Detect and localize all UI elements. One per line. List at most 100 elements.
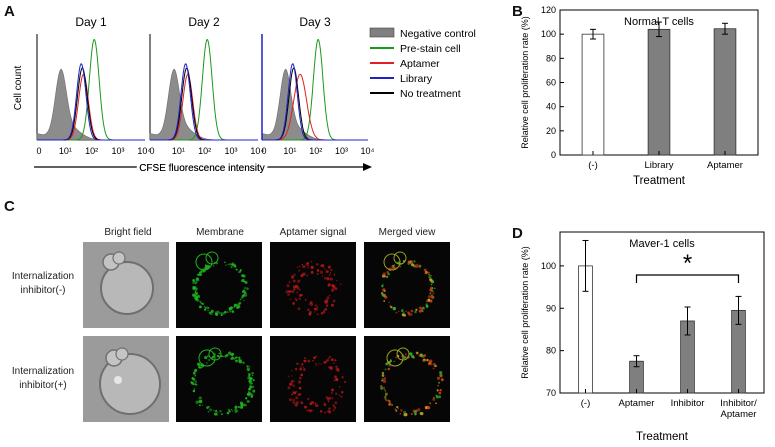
fluorescence-spot — [243, 293, 248, 297]
fluorescence-spot — [404, 412, 408, 417]
fluorescence-spot — [298, 297, 301, 300]
fluorescence-spot — [429, 359, 433, 363]
panel-letter-d: D — [512, 225, 523, 242]
fluorescence-spot — [301, 263, 304, 266]
fluorescence-spot — [418, 355, 420, 357]
fluorescence-spot — [307, 409, 310, 411]
fluorescence-spot — [315, 263, 319, 266]
fluorescence-spot — [383, 395, 387, 399]
fluorescence-spot — [288, 281, 291, 284]
legend-label: Pre-stain cell — [400, 43, 461, 55]
fluorescence-spot — [296, 362, 299, 366]
fluorescence-spot — [293, 391, 297, 395]
fluorescence-spot — [384, 275, 387, 278]
bar — [713, 28, 737, 156]
fluorescence-spot — [219, 410, 222, 413]
fluorescence-spot — [313, 311, 316, 313]
fluorescence-spot — [298, 376, 302, 380]
cell-bleb — [396, 347, 410, 361]
fluorescence-spot — [336, 378, 339, 381]
cfse-arrow-head — [363, 163, 372, 171]
fluorescence-spot — [415, 409, 418, 413]
fluorescence-spot — [334, 359, 337, 362]
row-label-line: inhibitor(+) — [19, 380, 67, 391]
fluorescence-spot — [388, 301, 390, 304]
histogram-day-3: Day 3 0 10¹ 10² 10³ 10⁴ — [261, 15, 374, 156]
fluorescence-spot — [217, 355, 220, 358]
fluorescence-spot — [216, 314, 218, 316]
fluorescence-spot — [292, 384, 295, 387]
cell-count-label: Cell count — [13, 66, 24, 111]
fluorescence-spot — [203, 305, 206, 308]
cell-bleb — [393, 251, 407, 265]
fluorescence-spot — [194, 291, 197, 294]
fluorescence-spot — [313, 307, 317, 311]
fluorescence-spot — [303, 359, 307, 363]
fluorescence-spot — [211, 356, 215, 359]
fluorescence-spot — [415, 308, 418, 311]
fluorescence-spot — [203, 308, 207, 311]
fluorescence-spot — [435, 402, 437, 405]
fluorescence-spot — [287, 386, 291, 390]
fluorescence-spot — [397, 408, 399, 410]
fluorescence-spot — [240, 279, 243, 282]
fluorescence-spot — [300, 366, 302, 368]
fluorescence-spot — [285, 290, 289, 294]
maver1-cells-chart: Maver-1 cells 70 80 90 100 Relative cell prol… — [520, 231, 765, 443]
fluorescence-spot — [393, 267, 396, 270]
cfse-axis-label: CFSE fluorescence intensity — [139, 163, 265, 174]
fluorescence-spot — [430, 275, 432, 277]
fluorescence-spot — [228, 263, 232, 266]
fluorescence-spot — [247, 391, 250, 394]
fluorescence-spot — [410, 413, 413, 416]
fluorescence-spot — [237, 406, 240, 408]
fluorescence-spot — [231, 310, 235, 313]
fluorescence-spot — [326, 296, 330, 300]
fluorescence-spot — [295, 396, 299, 400]
fluorescence-spot — [332, 409, 335, 412]
fluorescence-spot — [215, 263, 217, 265]
fluorescence-spot — [240, 406, 243, 409]
fluorescence-spot — [198, 305, 202, 309]
fluorescence-spot — [314, 402, 317, 404]
panel-letter-b: B — [512, 3, 523, 20]
fluorescence-spot — [339, 283, 342, 285]
fluorescence-spot — [413, 260, 416, 263]
fluorescence-spot — [193, 295, 196, 298]
fluorescence-spot — [294, 403, 298, 407]
fluorescence-spot — [330, 391, 333, 395]
fluorescence-spot — [252, 379, 255, 382]
fluorescence-spot — [301, 362, 304, 365]
fluorescence-spot — [194, 374, 197, 377]
fluorescence-spot — [309, 409, 313, 413]
fluorescence-spot — [330, 358, 334, 362]
fluorescence-spot — [335, 365, 338, 368]
fluorescence-spot — [288, 290, 291, 293]
fluorescence-spot — [298, 393, 302, 396]
fluorescence-spot — [432, 362, 436, 366]
y-tick-label: 20 — [546, 126, 556, 136]
fluorescence-spot — [334, 407, 336, 409]
fluorescence-spot — [427, 295, 431, 299]
fluorescence-spot — [305, 262, 309, 266]
fluorescence-spot — [200, 270, 203, 273]
micrograph-aptamer-signal-row-2 — [270, 336, 356, 422]
fluorescence-spot — [407, 260, 411, 264]
fluorescence-spot — [388, 400, 391, 403]
fluorescence-spot — [233, 303, 237, 307]
x-tick-label: 10² — [309, 146, 322, 156]
plot-frame — [559, 231, 765, 394]
fluorescence-spot — [391, 264, 395, 268]
fluorescence-spot — [434, 287, 436, 290]
fluorescence-spot — [206, 306, 209, 310]
fluorescence-spot — [298, 386, 302, 390]
cell-bleb — [205, 251, 219, 265]
fluorescence-spot — [194, 380, 197, 383]
fluorescence-spot — [302, 264, 306, 269]
fluorescence-spot — [421, 306, 425, 310]
fluorescence-spot — [295, 390, 298, 393]
fluorescence-spot — [300, 373, 304, 377]
fluorescence-spot — [214, 410, 217, 413]
fluorescence-spot — [192, 285, 195, 289]
fluorescence-spot — [294, 297, 297, 300]
